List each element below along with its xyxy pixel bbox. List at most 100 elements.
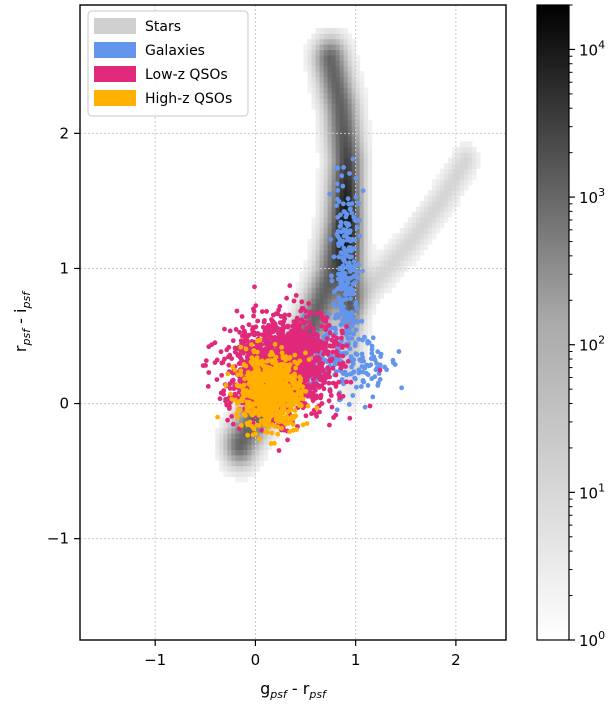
density-cell xyxy=(339,168,345,175)
density-cell xyxy=(359,249,365,256)
density-cell xyxy=(227,465,232,472)
density-cell xyxy=(331,103,337,110)
density-cell xyxy=(319,33,325,40)
density-cell xyxy=(351,179,357,186)
scatter-point xyxy=(327,357,332,363)
density-cell xyxy=(259,433,264,440)
scatter-point xyxy=(261,387,267,392)
scatter-point xyxy=(288,329,294,335)
density-cell xyxy=(383,260,389,267)
scatter-point xyxy=(276,307,281,313)
density-cell xyxy=(387,254,393,261)
density-cell xyxy=(319,298,325,305)
scatter-point xyxy=(278,329,284,335)
density-cell xyxy=(359,195,365,202)
scatter-point xyxy=(307,320,313,326)
scatter-point xyxy=(310,337,316,343)
scatter-point xyxy=(358,358,364,364)
density-cell xyxy=(319,287,325,294)
scatter-point xyxy=(365,383,371,388)
scatter-point xyxy=(300,396,306,402)
density-cell xyxy=(315,292,321,299)
scatter-point xyxy=(372,357,378,363)
scatter-point xyxy=(302,339,308,345)
density-cell xyxy=(463,179,469,186)
scatter-point xyxy=(347,207,353,212)
density-cell xyxy=(435,227,441,234)
density-cell xyxy=(251,444,256,450)
scatter-point xyxy=(267,341,273,347)
density-cell xyxy=(355,281,361,288)
density-cell xyxy=(451,163,457,169)
density-cell xyxy=(379,276,385,283)
scatter-point xyxy=(249,342,254,347)
density-cell xyxy=(335,27,341,34)
legend-swatch xyxy=(94,42,136,58)
density-cell xyxy=(327,211,333,218)
density-cell xyxy=(239,444,244,450)
density-cell xyxy=(399,271,405,278)
scatter-point xyxy=(338,223,344,229)
scatter-point xyxy=(331,333,336,339)
density-cell xyxy=(287,303,292,310)
density-cell xyxy=(315,119,321,126)
density-cell xyxy=(319,125,325,132)
scatter-point xyxy=(257,337,263,343)
scatter-point xyxy=(326,367,332,373)
density-cell xyxy=(251,449,256,456)
density-cell xyxy=(363,190,369,196)
scatter-point xyxy=(226,362,232,368)
density-cell xyxy=(339,373,345,380)
scatter-point xyxy=(285,368,291,374)
density-cell xyxy=(467,152,473,159)
scatter-point xyxy=(277,385,283,391)
density-cell xyxy=(331,54,337,61)
density-cell xyxy=(351,136,357,142)
density-cell xyxy=(351,233,357,240)
legend-swatch xyxy=(94,66,136,82)
density-cell xyxy=(427,238,433,245)
density-cell xyxy=(311,233,317,240)
density-cell xyxy=(351,249,357,256)
density-cell xyxy=(315,287,321,294)
density-cell xyxy=(351,346,357,353)
scatter-point xyxy=(266,417,272,423)
density-cell xyxy=(355,152,361,159)
density-cell xyxy=(215,449,220,456)
density-cell xyxy=(459,179,465,186)
scatter-point xyxy=(362,404,368,410)
scatter-point xyxy=(302,320,307,326)
scatter-point xyxy=(278,314,284,319)
density-cell xyxy=(363,249,369,256)
density-cell xyxy=(355,395,361,402)
density-cell xyxy=(335,125,341,132)
density-cell xyxy=(355,249,361,256)
y-tick-label: 0 xyxy=(59,395,69,413)
density-cell xyxy=(319,222,325,229)
density-cell xyxy=(251,471,256,478)
density-cell xyxy=(315,65,321,72)
scatter-point xyxy=(256,402,262,407)
scatter-point xyxy=(227,381,233,387)
density-cell xyxy=(447,168,453,175)
density-cell xyxy=(347,141,353,148)
x-axis-label: gpsf - rpsf xyxy=(260,679,328,701)
scatter-point xyxy=(287,355,293,360)
density-cell xyxy=(355,238,361,245)
scatter-point xyxy=(269,430,275,436)
scatter-point xyxy=(261,394,266,399)
scatter-point xyxy=(306,334,312,339)
scatter-point xyxy=(237,383,243,389)
density-cell xyxy=(315,200,321,207)
density-cell xyxy=(267,427,272,434)
scatter-point xyxy=(356,218,362,223)
density-cell xyxy=(323,146,329,153)
density-cell xyxy=(323,44,329,51)
density-cell xyxy=(335,76,341,83)
density-cell xyxy=(323,65,329,72)
scatter-point xyxy=(322,375,328,381)
density-cell xyxy=(363,298,369,305)
density-cell xyxy=(227,454,232,461)
density-cell xyxy=(363,292,369,299)
density-cell xyxy=(359,281,365,288)
